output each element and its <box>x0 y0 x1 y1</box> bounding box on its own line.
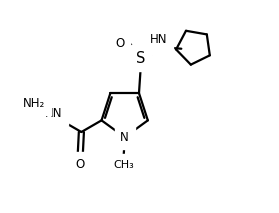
Text: N: N <box>120 131 129 144</box>
Text: HN: HN <box>150 33 168 46</box>
Text: HN: HN <box>44 107 62 120</box>
Text: CH₃: CH₃ <box>113 160 134 170</box>
Text: O: O <box>158 37 167 50</box>
Text: NH₂: NH₂ <box>23 97 45 110</box>
Text: O: O <box>115 37 125 50</box>
Text: O: O <box>76 158 85 171</box>
Text: S: S <box>136 51 146 66</box>
